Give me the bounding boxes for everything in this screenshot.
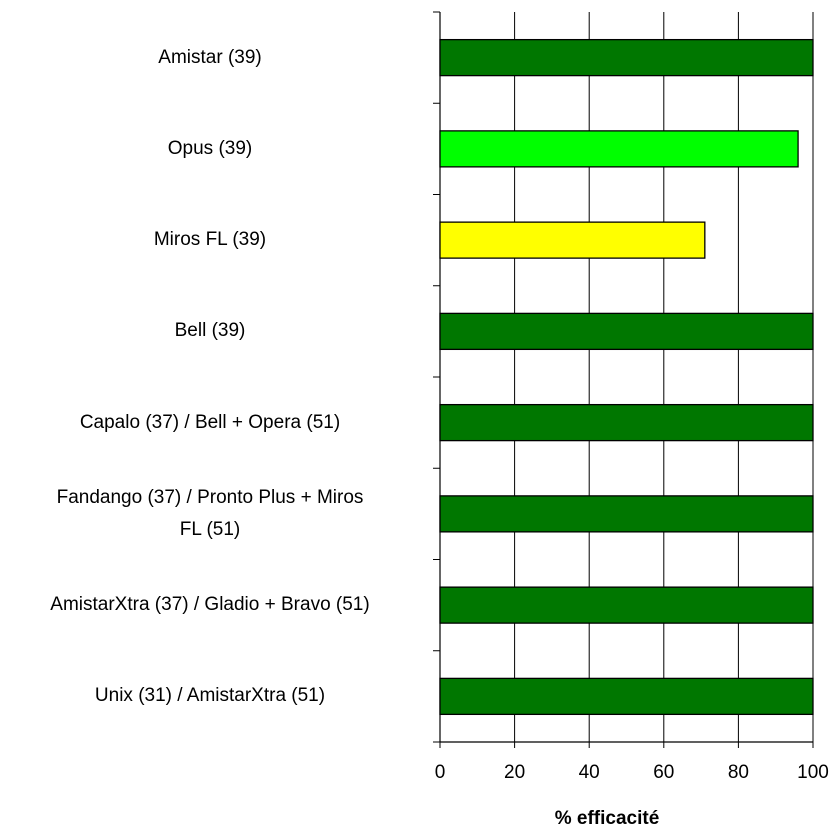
category-label: Capalo (37) / Bell + Opera (51) — [79, 411, 341, 433]
bar — [439, 312, 814, 351]
x-tick-label: 80 — [727, 762, 749, 783]
bar — [439, 495, 814, 533]
x-tick-label: 100 — [797, 762, 829, 783]
category-label: Opus (39) — [167, 137, 253, 159]
category-label: Bell (39) — [174, 320, 246, 342]
category-label: Unix (31) / AmistarXtra (51) — [94, 685, 326, 707]
x-tick-label: 60 — [653, 762, 675, 783]
x-tick-label: 40 — [578, 762, 600, 783]
bar — [439, 221, 706, 259]
x-tick-label: 0 — [434, 762, 446, 783]
category-label: Amistar (39) — [158, 46, 262, 68]
bar — [439, 586, 814, 624]
x-tick-label: 20 — [504, 762, 526, 783]
bar — [439, 38, 814, 77]
category-label: Fandango (37) / Pronto Plus + Miros FL (… — [56, 486, 364, 540]
x-axis-title: % efficacité — [554, 808, 660, 829]
category-label: Miros FL (39) — [153, 229, 267, 251]
category-label: AmistarXtra (37) / Gladio + Bravo (51) — [50, 594, 370, 616]
bar — [439, 677, 814, 716]
bar — [439, 130, 799, 168]
bar — [439, 403, 814, 442]
